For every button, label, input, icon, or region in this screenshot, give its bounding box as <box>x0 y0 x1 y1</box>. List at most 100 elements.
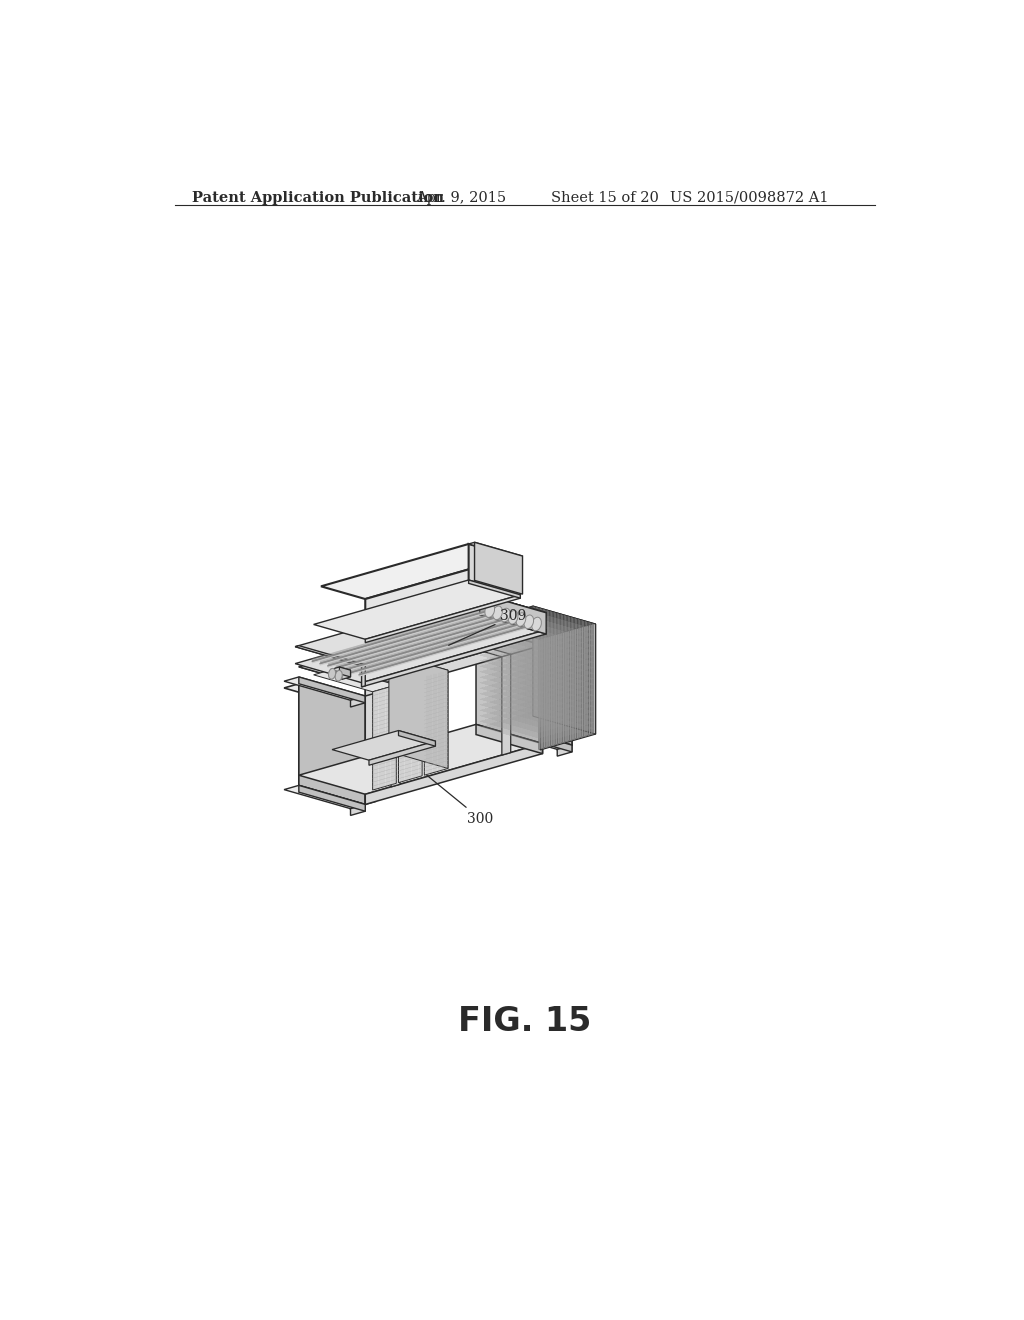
Polygon shape <box>299 664 377 686</box>
Polygon shape <box>493 618 554 635</box>
Polygon shape <box>479 594 546 616</box>
Polygon shape <box>476 616 543 645</box>
Polygon shape <box>566 631 567 742</box>
Polygon shape <box>506 726 572 752</box>
Polygon shape <box>520 610 582 627</box>
Polygon shape <box>295 594 546 665</box>
Polygon shape <box>469 543 522 558</box>
Polygon shape <box>497 616 557 635</box>
Polygon shape <box>591 624 592 735</box>
Polygon shape <box>350 696 366 708</box>
Polygon shape <box>586 626 587 737</box>
Polygon shape <box>512 612 572 630</box>
Polygon shape <box>398 730 435 746</box>
Polygon shape <box>361 665 366 686</box>
Polygon shape <box>477 606 596 640</box>
Text: Apr. 9, 2015: Apr. 9, 2015 <box>417 191 507 205</box>
Polygon shape <box>373 685 396 791</box>
Polygon shape <box>581 627 582 738</box>
Polygon shape <box>522 610 583 627</box>
Polygon shape <box>284 684 366 708</box>
Polygon shape <box>479 622 540 639</box>
Polygon shape <box>299 725 543 795</box>
Ellipse shape <box>508 611 518 624</box>
Polygon shape <box>575 628 577 739</box>
Polygon shape <box>342 671 350 680</box>
Polygon shape <box>479 594 546 634</box>
Polygon shape <box>321 544 513 599</box>
Polygon shape <box>510 612 571 631</box>
Polygon shape <box>558 634 559 744</box>
Polygon shape <box>313 579 520 639</box>
Polygon shape <box>284 785 366 809</box>
Polygon shape <box>490 618 572 642</box>
Polygon shape <box>593 624 594 734</box>
Polygon shape <box>361 630 546 686</box>
Polygon shape <box>532 607 594 624</box>
Polygon shape <box>573 630 574 739</box>
Polygon shape <box>502 655 511 755</box>
Polygon shape <box>553 635 554 746</box>
Polygon shape <box>524 609 585 627</box>
Polygon shape <box>366 682 377 804</box>
Polygon shape <box>543 638 544 748</box>
Polygon shape <box>476 616 543 754</box>
Ellipse shape <box>335 671 342 681</box>
Polygon shape <box>484 620 545 638</box>
Polygon shape <box>527 609 588 626</box>
Polygon shape <box>541 639 542 748</box>
Ellipse shape <box>329 668 336 678</box>
Polygon shape <box>554 635 555 744</box>
Polygon shape <box>480 622 542 639</box>
Polygon shape <box>482 620 544 639</box>
Polygon shape <box>515 611 577 630</box>
Polygon shape <box>474 543 522 594</box>
Ellipse shape <box>516 612 525 627</box>
Polygon shape <box>479 611 546 634</box>
Polygon shape <box>577 628 578 739</box>
Polygon shape <box>556 634 557 744</box>
Text: 300: 300 <box>427 775 494 826</box>
Polygon shape <box>487 619 549 638</box>
Polygon shape <box>435 635 511 657</box>
Polygon shape <box>476 594 546 614</box>
Polygon shape <box>366 557 513 638</box>
Polygon shape <box>284 677 366 700</box>
Text: US 2015/0098872 A1: US 2015/0098872 A1 <box>671 191 829 205</box>
Polygon shape <box>389 653 447 768</box>
Polygon shape <box>295 611 546 682</box>
Polygon shape <box>514 612 574 630</box>
Polygon shape <box>361 612 546 671</box>
Polygon shape <box>495 618 555 635</box>
Text: FIG. 15: FIG. 15 <box>458 1005 592 1038</box>
Polygon shape <box>549 636 550 747</box>
Polygon shape <box>506 624 572 744</box>
Polygon shape <box>492 619 552 636</box>
Polygon shape <box>519 611 580 628</box>
Polygon shape <box>490 726 572 750</box>
Polygon shape <box>544 638 545 748</box>
Polygon shape <box>489 619 550 636</box>
Polygon shape <box>339 660 422 684</box>
Polygon shape <box>582 627 583 737</box>
Polygon shape <box>541 624 596 750</box>
Polygon shape <box>465 616 543 638</box>
Polygon shape <box>584 626 585 737</box>
Polygon shape <box>369 741 435 766</box>
Polygon shape <box>350 804 366 816</box>
Ellipse shape <box>493 606 503 619</box>
Polygon shape <box>502 615 562 634</box>
Polygon shape <box>505 615 566 632</box>
Polygon shape <box>579 628 580 738</box>
Text: Patent Application Publication: Patent Application Publication <box>191 191 443 205</box>
Text: Sheet 15 of 20: Sheet 15 of 20 <box>551 191 659 205</box>
Ellipse shape <box>485 603 495 618</box>
Polygon shape <box>299 677 366 702</box>
Polygon shape <box>366 743 543 804</box>
Polygon shape <box>557 636 572 648</box>
Polygon shape <box>313 668 396 692</box>
Polygon shape <box>339 667 350 677</box>
Polygon shape <box>548 636 549 747</box>
Polygon shape <box>507 614 567 631</box>
Polygon shape <box>366 595 520 643</box>
